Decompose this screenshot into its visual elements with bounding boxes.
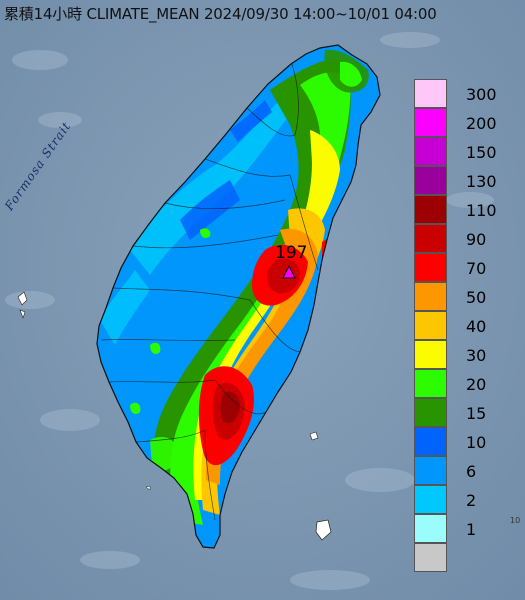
legend-swatch-2 [414,137,447,166]
orchid-island [315,519,332,541]
county-boundaries [100,63,319,521]
corner-mark: 10 [510,516,521,525]
legend-swatch-7 [414,282,447,311]
penghu-islands [17,291,28,319]
legend-swatch-11 [414,398,447,427]
legend-swatch-4 [414,195,447,224]
legend-swatch-0 [414,79,447,108]
legend-swatch-8 [414,311,447,340]
legend-label-9: 30 [466,346,487,365]
legend-swatch-15 [414,514,447,543]
sea-texture [5,32,494,590]
legend-swatch-3 [414,166,447,195]
xiaoliuqiu-island [145,485,151,491]
legend-label-11: 15 [466,404,487,423]
rainfall-legend: 300 200 150 130 110 90 70 50 40 30 20 15 10 6 2 1 [414,79,518,572]
legend-label-15: 1 [466,520,477,539]
legend-swatch-10 [414,369,447,398]
legend-swatch-14 [414,485,447,514]
rain-band-20-southwest [150,436,178,471]
legend-label-13: 6 [466,462,477,481]
rain-band-110-south [220,391,240,424]
legend-swatch-6 [414,253,447,282]
page-title: 累積14小時 CLIMATE_MEAN 2024/09/30 14:00~10/… [4,5,437,23]
legend-label-5: 90 [466,230,487,249]
legend-label-1: 200 [466,114,497,133]
rain-band-15-ridge [152,59,351,521]
green-island [309,431,319,441]
legend-swatch-16 [414,543,447,572]
legend-label-0: 300 [466,85,497,104]
legend-label-6: 70 [466,259,487,278]
legend-label-4: 110 [466,201,497,220]
rain-band-2-northwest [130,100,292,275]
legend-label-3: 130 [466,172,497,191]
legend-label-10: 20 [466,375,487,394]
rain-band-10-north [180,100,272,240]
rain-band-20-north-tip [340,61,362,87]
legend-label-8: 40 [466,317,487,336]
peak-value-label: 197 [275,243,308,263]
legend-label-2: 150 [466,143,497,162]
triangle-marker-icon [282,264,296,279]
legend-swatch-13 [414,456,447,485]
legend-swatch-5 [414,224,447,253]
legend-swatch-1 [414,108,447,137]
legend-label-14: 2 [466,491,477,510]
legend-swatch-9 [414,340,447,369]
legend-swatch-12 [414,427,447,456]
legend-label-12: 10 [466,433,487,452]
legend-label-7: 50 [466,288,487,307]
